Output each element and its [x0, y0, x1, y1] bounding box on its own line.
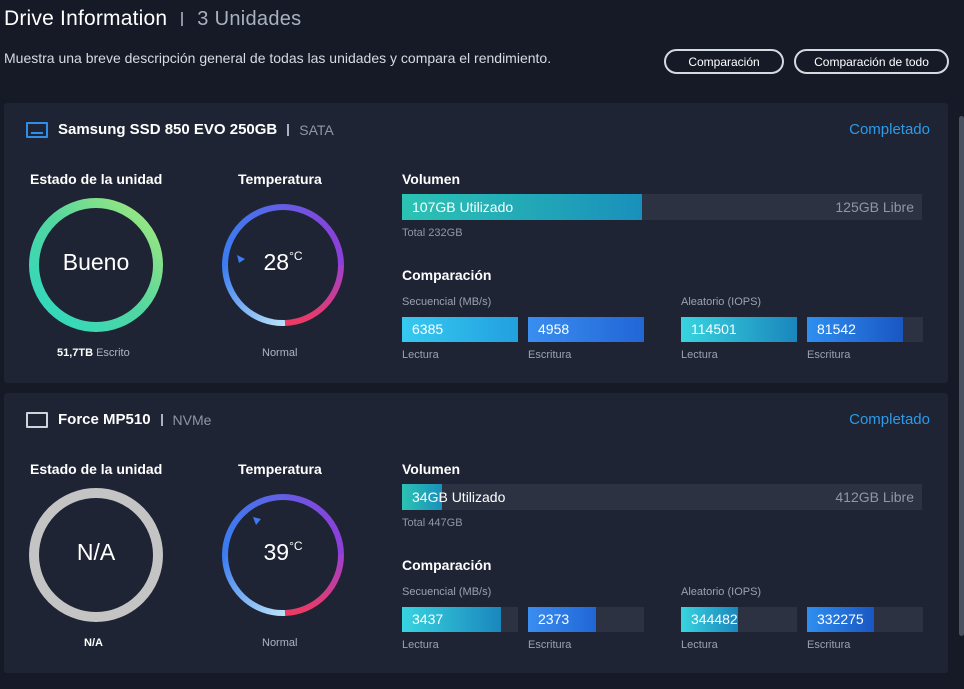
volume-used-fill — [402, 194, 642, 220]
drive-name: Samsung SSD 850 EVO 250GB — [58, 121, 278, 138]
drive-divider — [160, 413, 163, 426]
drive-card-2: Force MP510 NVMe Completado Estado de la… — [4, 393, 948, 673]
comparison-label: Comparación — [402, 557, 492, 573]
seq-write-label: Escritura — [528, 639, 572, 651]
scrollbar[interactable] — [959, 116, 964, 636]
drive-header: Samsung SSD 850 EVO 250GB SATA — [26, 121, 334, 138]
seq-read-fill — [402, 607, 501, 632]
scan-status[interactable]: Completado — [849, 411, 930, 428]
volume-bar: 107GB Utilizado 125GB Libre — [402, 194, 922, 220]
volume-used: 107GB Utilizado — [412, 199, 514, 215]
temperature-number: 39 — [263, 539, 290, 565]
volume-total: Total 232GB — [402, 227, 463, 239]
header-divider — [181, 12, 184, 26]
seq-read-bar: 3437 — [402, 607, 518, 632]
health-ring-graphic — [29, 198, 163, 332]
compare-button[interactable]: Comparación — [664, 49, 784, 74]
volume-used: 34GB Utilizado — [412, 489, 506, 505]
compare-all-button[interactable]: Comparación de todo — [794, 49, 949, 74]
rand-write-bar: 332275 — [807, 607, 923, 632]
temperature-number: 28 — [263, 249, 290, 275]
temperature-unit: °C — [289, 539, 303, 553]
rand-write-label: Escritura — [807, 639, 851, 651]
temperature-value: 39°C — [215, 539, 351, 566]
temperature-ring-graphic — [222, 494, 344, 617]
random-label: Aleatorio (IOPS) — [681, 586, 762, 598]
health-value: Bueno — [62, 249, 130, 275]
seq-write-bar: 2373 — [528, 607, 644, 632]
volume-total: Total 447GB — [402, 517, 463, 529]
written-value: 51,7TB — [57, 347, 94, 359]
drive-icon — [26, 121, 48, 138]
seq-write-fill — [528, 317, 644, 342]
page-header: Drive Information 3 Unidades — [4, 6, 301, 32]
written-info: N/A — [84, 637, 103, 649]
drive-interface: SATA — [299, 121, 334, 138]
seq-read-bar: 6385 — [402, 317, 518, 342]
seq-write-fill — [528, 607, 597, 632]
seq-read-label: Lectura — [402, 349, 439, 361]
temperature-value: 28°C — [215, 249, 351, 276]
seq-read-value: 6385 — [412, 321, 444, 337]
drive-name: Force MP510 — [58, 411, 151, 428]
volume-used-fill — [402, 484, 442, 510]
volume-label: Volumen — [402, 461, 461, 477]
rand-read-bar: 344482 — [681, 607, 797, 632]
drive-card-1: Samsung SSD 850 EVO 250GB SATA Completad… — [4, 103, 948, 383]
health-ring-graphic — [29, 488, 163, 622]
seq-write-label: Escritura — [528, 349, 572, 361]
seq-read-value: 3437 — [412, 611, 444, 627]
health-ring: N/A — [28, 487, 164, 623]
written-label: Escrito — [96, 347, 130, 359]
temperature-state: Normal — [262, 637, 298, 649]
written-info: 51,7TB Escrito — [57, 347, 130, 359]
sequential-label: Secuencial (MB/s) — [402, 586, 492, 598]
drive-count: 3 Unidades — [197, 7, 302, 30]
seq-read-fill — [402, 317, 518, 342]
temperature-ring: 28°C — [215, 197, 351, 333]
drive-interface: NVMe — [172, 411, 212, 428]
volume-bar: 34GB Utilizado 412GB Libre — [402, 484, 922, 510]
rand-read-label: Lectura — [681, 349, 718, 361]
temperature-ring: 39°C — [215, 487, 351, 623]
temperature-state: Normal — [262, 347, 298, 359]
drive-divider — [287, 123, 290, 136]
rand-write-bar: 81542 — [807, 317, 923, 342]
page-description: Muestra una breve descripción general de… — [4, 50, 552, 66]
rand-read-fill — [681, 317, 797, 342]
health-label: Estado de la unidad — [30, 171, 163, 187]
rand-write-fill — [807, 317, 904, 342]
volume-free: 412GB Libre — [835, 489, 914, 505]
seq-write-bar: 4958 — [528, 317, 644, 342]
drive-header: Force MP510 NVMe — [26, 411, 211, 428]
volume-free: 125GB Libre — [835, 199, 914, 215]
rand-write-fill — [807, 607, 875, 632]
seq-read-label: Lectura — [402, 639, 439, 651]
random-label: Aleatorio (IOPS) — [681, 296, 762, 308]
sequential-label: Secuencial (MB/s) — [402, 296, 492, 308]
temperature-label: Temperatura — [238, 171, 322, 187]
temperature-unit: °C — [289, 249, 303, 263]
rand-read-value: 114501 — [691, 321, 737, 337]
rand-write-value: 332275 — [817, 611, 864, 627]
rand-read-value: 344482 — [691, 611, 738, 627]
rand-read-fill — [681, 607, 738, 632]
rand-write-label: Escritura — [807, 349, 851, 361]
temperature-label: Temperatura — [238, 461, 322, 477]
rand-read-bar: 114501 — [681, 317, 797, 342]
written-value: N/A — [84, 637, 103, 649]
scan-status[interactable]: Completado — [849, 121, 930, 138]
seq-write-value: 2373 — [538, 611, 570, 627]
comparison-label: Comparación — [402, 267, 492, 283]
volume-label: Volumen — [402, 171, 461, 187]
temperature-ring-graphic — [222, 204, 344, 327]
page-title: Drive Information — [4, 7, 168, 30]
rand-read-label: Lectura — [681, 639, 718, 651]
health-label: Estado de la unidad — [30, 461, 163, 477]
health-ring: Bueno — [28, 197, 164, 333]
health-value: N/A — [76, 539, 116, 565]
drive-icon — [26, 411, 48, 428]
seq-write-value: 4958 — [538, 321, 570, 337]
rand-write-value: 81542 — [817, 321, 856, 337]
